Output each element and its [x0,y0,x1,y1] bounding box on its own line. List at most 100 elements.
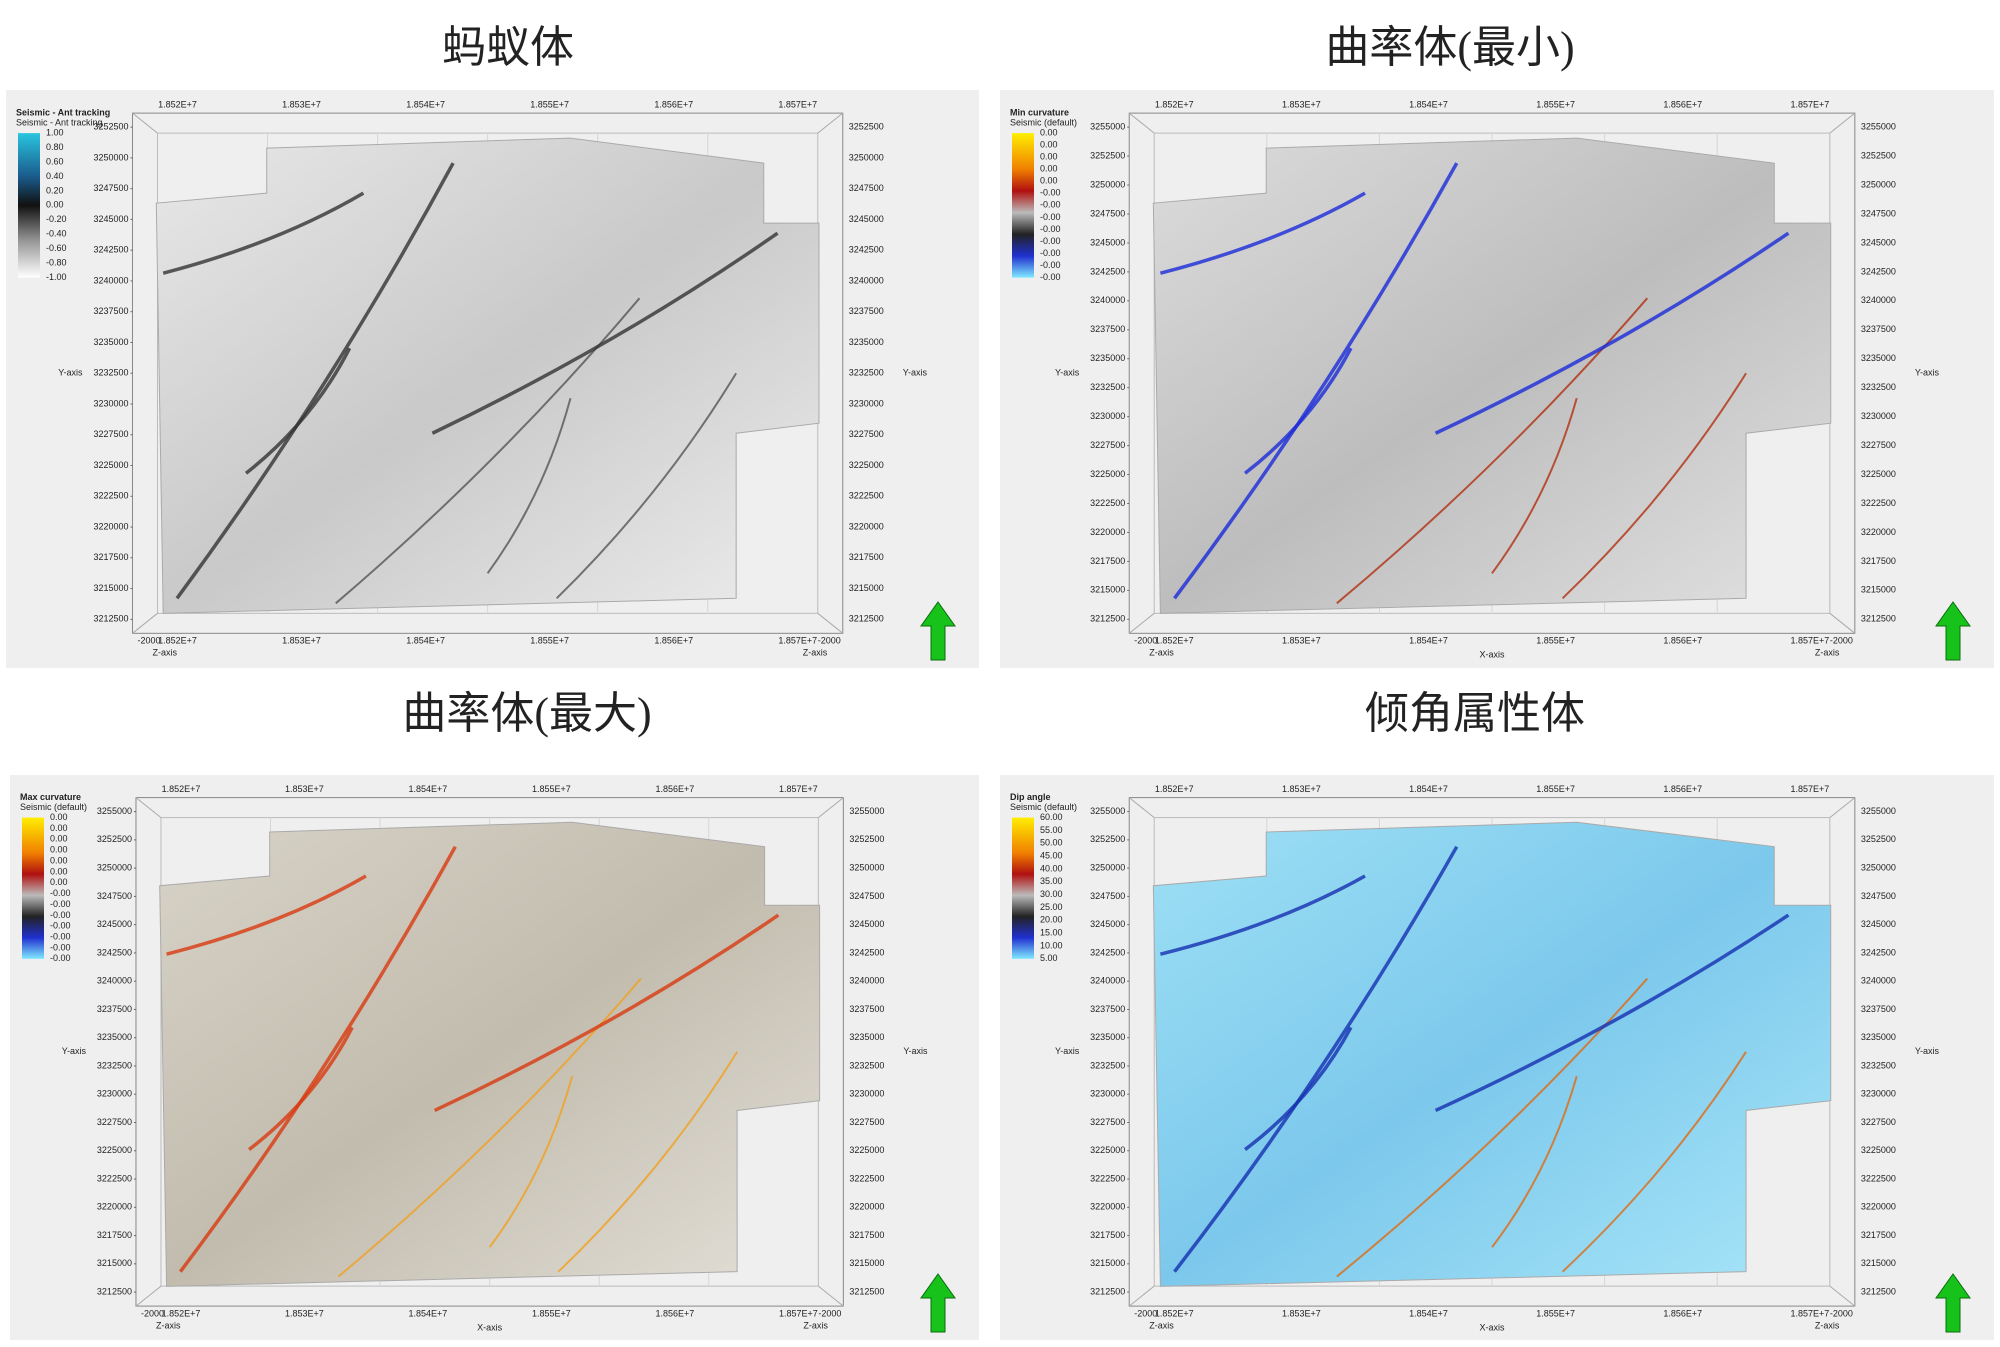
y-tick-label: 3215000 [1090,1258,1125,1268]
legend-label: -0.80 [46,258,67,268]
x-tick-label: 1.854E+7 [406,99,445,109]
z-axis-label: Z-axis [1815,648,1840,658]
z-value: -2000 [1134,636,1157,646]
y-axis-label: Y-axis [1915,1046,1940,1056]
z-value: -2000 [1830,1308,1853,1318]
frame [1128,112,1856,634]
x-tick-label: 1.855E+7 [1536,99,1575,109]
legend-label: 0.00 [1040,152,1058,162]
x-tick-label: 1.857E+7 [1790,1308,1829,1318]
y-tick-label: 3240000 [1090,976,1125,986]
y-axis-label: Y-axis [1055,1046,1080,1056]
x-tick-label: 1.852E+7 [158,636,197,646]
x-tick-label: 1.855E+7 [532,784,571,794]
x-axis-label: X-axis [477,1322,503,1332]
z-value: -2000 [1830,636,1853,646]
x-tick-label: 1.854E+7 [409,784,448,794]
frame-edge [135,797,162,818]
y-tick-label: 3240000 [849,976,884,986]
y-tick-label: 3230000 [849,398,884,408]
y-tick-label: 3232500 [849,368,884,378]
legend-label: 10.00 [1040,940,1063,950]
y-tick-label: 3252500 [1861,150,1896,160]
x-tick-label: 1.853E+7 [285,784,324,794]
legend-subtitle: Seismic (default) [1010,802,1077,812]
panel-title: 曲率体(最小) [1325,23,1574,72]
legend-label: -0.00 [50,942,71,952]
y-axis-label: Y-axis [58,368,83,378]
y-tick-label: 3232500 [93,368,128,378]
legend-label: -0.00 [1040,260,1061,270]
x-tick-label: 1.855E+7 [530,99,569,109]
y-tick-label: 3220000 [1861,1202,1896,1212]
y-tick-label: 3235000 [97,1032,132,1042]
frame-edge [1829,797,1856,818]
y-tick-label: 3220000 [849,1202,884,1212]
fault-trace [1173,845,1459,1273]
y-tick-label: 3252500 [849,834,884,844]
y-tick-label: 3222500 [93,491,128,501]
x-tick-label: 1.853E+7 [1282,99,1321,109]
fault-trace [1159,191,1366,275]
x-tick-label: 1.855E+7 [532,1308,571,1318]
x-tick-label: 1.856E+7 [655,784,694,794]
y-tick-label: 3212500 [1090,614,1125,624]
y-tick-label: 3227500 [1090,1117,1125,1127]
y-tick-label: 3235000 [93,337,128,347]
fault-trace [1561,372,1747,600]
z-axis-label: Z-axis [156,1320,181,1330]
legend-label: 0.00 [1040,176,1058,186]
x-tick-label: 1.852E+7 [1155,1308,1194,1318]
y-tick-label: 3245000 [97,919,132,929]
frame-edge [817,612,844,634]
y-tick-label: 3215000 [849,1258,884,1268]
legend-label: 0.00 [50,866,68,876]
legend-label: 20.00 [1040,915,1063,925]
north-arrow [1935,601,1971,661]
y-tick-label: 3247500 [97,891,132,901]
frame-edge [1829,612,1856,634]
legend-label: -0.00 [50,888,71,898]
legend-label: 5.00 [1040,953,1058,963]
fault-trace [1336,297,1649,605]
y-tick-label: 3237500 [849,1004,884,1014]
legend-label: 0.00 [1040,140,1058,150]
y-tick-label: 3247500 [1090,891,1125,901]
fault-trace [1159,874,1366,956]
y-tick-label: 3255000 [1861,806,1896,816]
y-tick-label: 3215000 [1090,585,1125,595]
y-tick-label: 3215000 [849,583,884,593]
y-tick-label: 3255000 [97,806,132,816]
panel-title: 曲率体(最大) [402,689,651,738]
y-tick-label: 3220000 [93,521,128,531]
legend-label: 0.40 [46,171,64,181]
legend-label: 0.20 [46,185,64,195]
y-tick-label: 3220000 [1090,1202,1125,1212]
x-tick-label: 1.852E+7 [1155,636,1194,646]
legend-title: Dip angle [1010,792,1051,802]
x-tick-label: 1.852E+7 [1155,784,1194,794]
fault-trace [244,347,352,475]
panel: 3255000 3255000 3252500 3252500 3250000 32500… [1000,90,1994,668]
x-tick-label: 1.853E+7 [1282,1308,1321,1318]
fault-trace [1561,1051,1747,1273]
y-tick-label: 3212500 [1090,1286,1125,1296]
x-tick-label: 1.854E+7 [1409,1308,1448,1318]
y-tick-label: 3232500 [1090,382,1125,392]
y-tick-label: 3240000 [1090,295,1125,305]
y-tick-label: 3225000 [1861,1145,1896,1155]
z-value: -2000 [1134,1308,1157,1318]
frame-edge [1128,797,1155,818]
y-tick-label: 3230000 [1090,1089,1125,1099]
y-tick-label: 3242500 [849,245,884,255]
y-tick-label: 3225000 [849,1145,884,1155]
legend-label: 60.00 [1040,812,1063,822]
y-tick-label: 3232500 [1861,1060,1896,1070]
x-tick-label: 1.857E+7 [1790,636,1829,646]
x-tick-label: 1.855E+7 [530,636,569,646]
fault-trace [486,397,572,574]
x-tick-label: 1.857E+7 [778,99,817,109]
y-tick-label: 3230000 [849,1089,884,1099]
z-value: -2000 [818,636,841,646]
